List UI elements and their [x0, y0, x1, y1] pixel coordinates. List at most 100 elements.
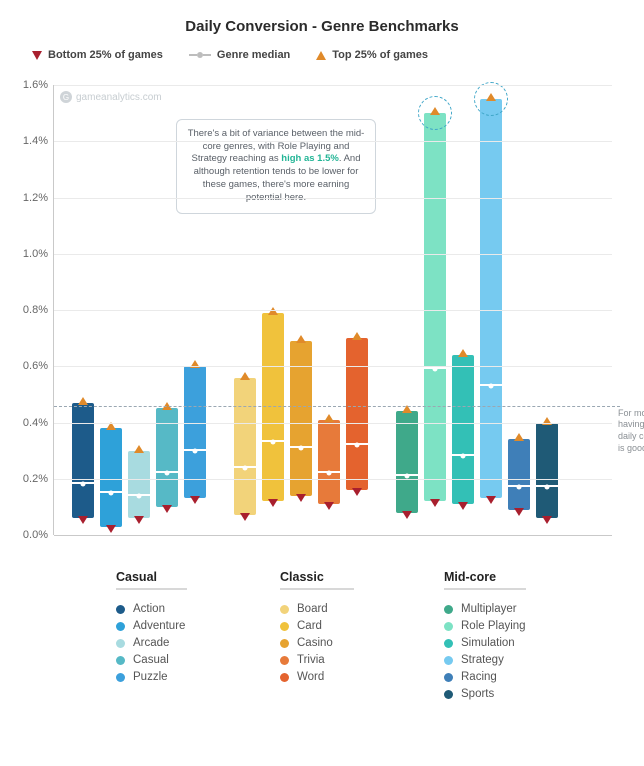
- legend-item-label: Simulation: [461, 637, 515, 649]
- bar-sports: [536, 423, 558, 519]
- legend-item-label: Role Playing: [461, 620, 526, 632]
- legend-swatch-icon: [116, 605, 125, 614]
- bottom25-marker-icon: [430, 499, 440, 507]
- bottom25-marker-icon: [542, 516, 552, 524]
- legend-item-label: Board: [297, 603, 328, 615]
- genre-legend: CasualActionAdventureArcadeCasualPuzzleC…: [0, 542, 644, 723]
- legend-group-casual: Casual Action Adventure Arcade Casual Puzzle: [116, 568, 236, 705]
- legend-item-label: Casino: [297, 637, 333, 649]
- bottom25-marker-icon: [240, 513, 250, 521]
- median-dot-icon: [327, 471, 332, 476]
- median-dot-icon: [271, 440, 276, 445]
- bar-simulation: [452, 355, 474, 504]
- bar-word: [346, 338, 368, 490]
- legend-swatch-icon: [116, 639, 125, 648]
- legend-bottom25: Bottom 25% of games: [32, 49, 163, 61]
- legend-swatch-icon: [444, 639, 453, 648]
- legend-item-label: Trivia: [297, 654, 325, 666]
- y-tick-label: 1.0%: [10, 248, 48, 260]
- bottom25-marker-icon: [352, 488, 362, 496]
- legend-top25: Top 25% of games: [316, 49, 428, 61]
- median-dot-icon: [109, 490, 114, 495]
- legend-item-puzzle: Puzzle: [116, 671, 236, 683]
- legend-swatch-icon: [280, 605, 289, 614]
- legend-swatch-icon: [280, 656, 289, 665]
- bottom25-marker-icon: [324, 502, 334, 510]
- y-tick-label: 0.0%: [10, 529, 48, 541]
- legend-swatch-icon: [116, 673, 125, 682]
- median-dot-icon: [489, 383, 494, 388]
- chart-area: G gameanalytics.com There's a bit of var…: [54, 85, 612, 536]
- legend-item-label: Adventure: [133, 620, 185, 632]
- top25-marker-icon: [352, 332, 362, 340]
- gridline: [54, 198, 612, 199]
- bar-adventure: [100, 428, 122, 526]
- bar-trivia: [318, 420, 340, 504]
- y-tick-label: 1.4%: [10, 135, 48, 147]
- legend-top: Bottom 25% of games Genre median Top 25%…: [0, 49, 644, 69]
- legend-item-board: Board: [280, 603, 400, 615]
- bottom25-marker-icon: [268, 499, 278, 507]
- bottom25-marker-icon: [190, 496, 200, 504]
- legend-group-header: Casual: [116, 570, 187, 590]
- legend-top-label: Top 25% of games: [332, 49, 428, 61]
- top25-marker-icon: [324, 414, 334, 422]
- gridline: [54, 141, 612, 142]
- gridline: [54, 310, 612, 311]
- reference-line: [54, 406, 620, 407]
- legend-swatch-icon: [444, 622, 453, 631]
- y-tick-label: 0.8%: [10, 304, 48, 316]
- legend-group-header: Mid-core: [444, 570, 526, 590]
- legend-item-action: Action: [116, 603, 236, 615]
- legend-group-mid-core: Mid-coreMultiplayerRole PlayingSimulatio…: [444, 568, 564, 705]
- legend-item-label: Strategy: [461, 654, 504, 666]
- legend-swatch-icon: [280, 673, 289, 682]
- legend-item-label: Sports: [461, 688, 494, 700]
- gridline: [54, 423, 612, 424]
- legend-swatch-icon: [280, 639, 289, 648]
- legend-item-strategy: Strategy: [444, 654, 564, 666]
- legend-swatch-icon: [280, 622, 289, 631]
- median-dot-icon: [461, 454, 466, 459]
- legend-item-card: Card: [280, 620, 400, 632]
- median-dot-icon: [137, 493, 142, 498]
- median-dot-icon: [517, 485, 522, 490]
- median-dot-icon: [405, 473, 410, 478]
- median-line-icon: [189, 52, 211, 58]
- legend-item-label: Word: [297, 671, 324, 683]
- legend-item-label: Puzzle: [133, 671, 168, 683]
- legend-group-classic: ClassicBoardCardCasinoTriviaWord: [280, 568, 400, 705]
- triangle-up-icon: [316, 51, 326, 60]
- legend-swatch-icon: [116, 656, 125, 665]
- bottom25-marker-icon: [162, 505, 172, 513]
- median-dot-icon: [355, 443, 360, 448]
- bottom25-marker-icon: [402, 511, 412, 519]
- bar-action: [72, 403, 94, 518]
- bottom25-marker-icon: [78, 516, 88, 524]
- highlight-circle: [418, 96, 452, 130]
- bottom25-marker-icon: [514, 508, 524, 516]
- top25-marker-icon: [514, 433, 524, 441]
- legend-item-label: Casual: [133, 654, 169, 666]
- median-dot-icon: [545, 485, 550, 490]
- bar-strategy: [480, 99, 502, 498]
- y-tick-label: 0.2%: [10, 473, 48, 485]
- legend-swatch-icon: [444, 690, 453, 699]
- legend-swatch-icon: [444, 673, 453, 682]
- gridline: [54, 254, 612, 255]
- legend-item-racing: Racing: [444, 671, 564, 683]
- legend-item-casual: Casual: [116, 654, 236, 666]
- triangle-down-icon: [32, 51, 42, 60]
- bottom25-marker-icon: [106, 525, 116, 533]
- top25-marker-icon: [458, 349, 468, 357]
- bar-board: [234, 378, 256, 516]
- median-dot-icon: [299, 445, 304, 450]
- median-dot-icon: [193, 448, 198, 453]
- bar-multiplayer: [396, 411, 418, 512]
- top25-marker-icon: [78, 397, 88, 405]
- bottom25-marker-icon: [486, 496, 496, 504]
- legend-swatch-icon: [116, 622, 125, 631]
- gridline: [54, 366, 612, 367]
- top25-marker-icon: [134, 445, 144, 453]
- legend-item-label: Arcade: [133, 637, 169, 649]
